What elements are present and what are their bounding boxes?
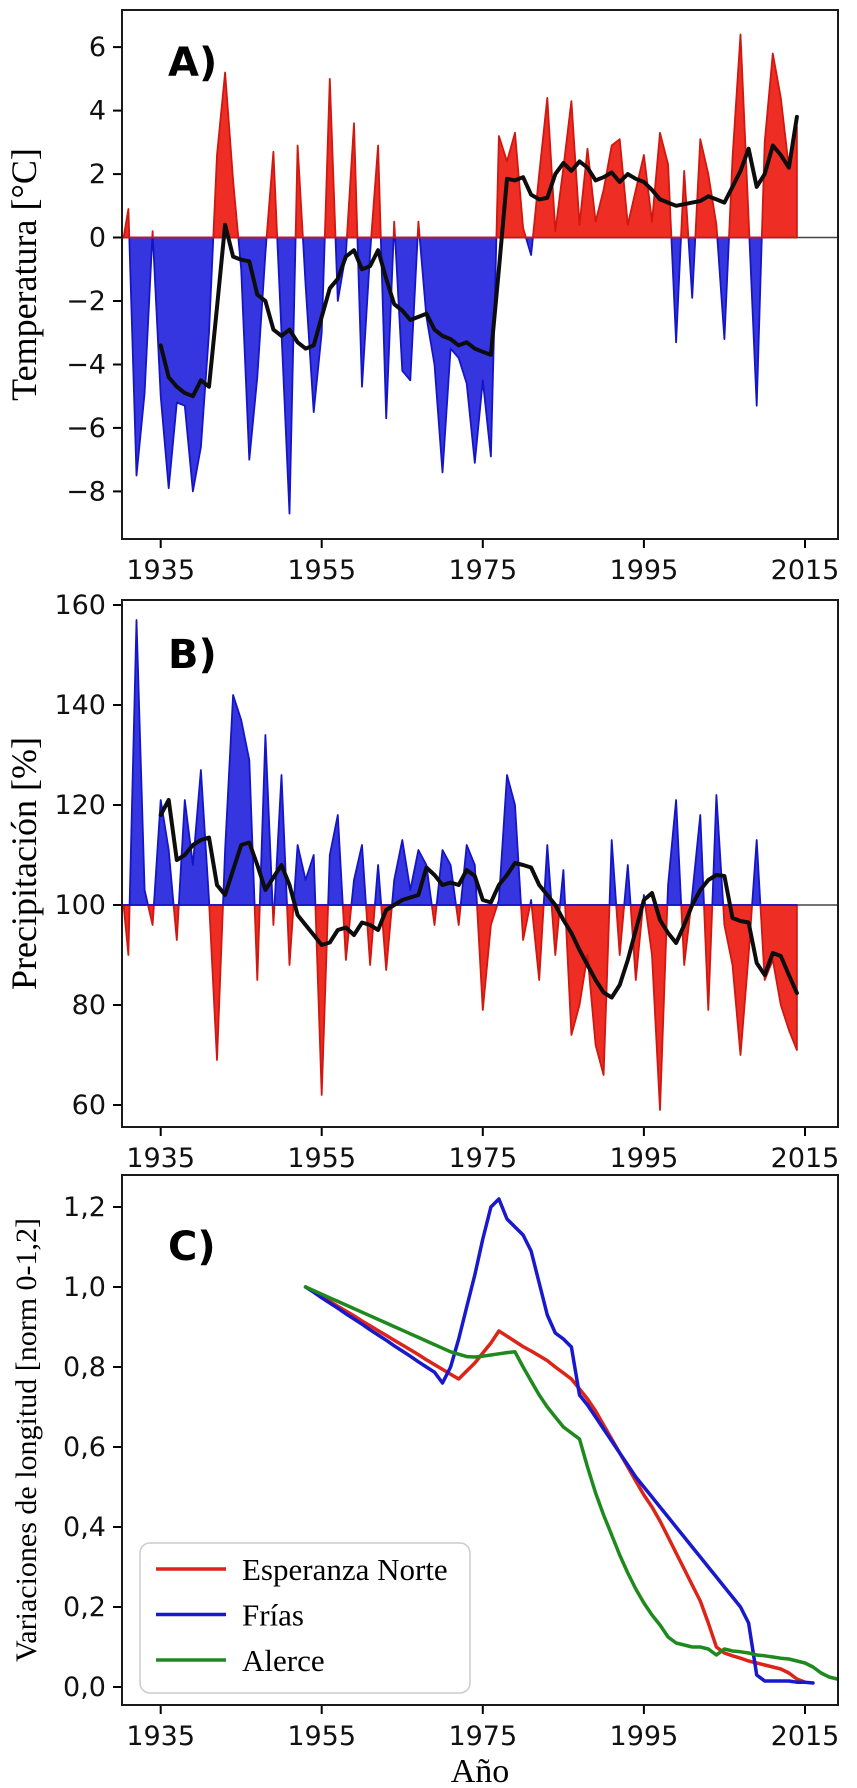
y-tick-label: −6 — [66, 413, 106, 444]
area-above-baseline — [122, 619, 798, 906]
y-tick-label: 0,4 — [63, 1512, 106, 1543]
x-tick-label: 2015 — [771, 1143, 840, 1174]
y-axis-title: Temperatura [°C] — [4, 148, 44, 401]
x-tick-label: 1995 — [610, 1143, 679, 1174]
x-tick-label: 1975 — [448, 555, 517, 586]
legend-box — [139, 1542, 471, 1694]
legend-label-2: Alerce — [242, 1643, 325, 1678]
glacier-series-line-1 — [303, 1197, 815, 1685]
area-above-baseline — [122, 33, 798, 239]
panel-a: 1935 1955 1975 1995 2015 6 4 2 0 −2 −4 −6 −8 A) Temper… — [4, 9, 840, 586]
panel-b: 1935 1955 1975 1995 2015 160 140 120 100 80 60 B) Pr… — [4, 590, 839, 1174]
y-tick-label: 140 — [54, 690, 106, 721]
y-tick-label: 60 — [72, 1090, 106, 1121]
x-tick-label: 1955 — [287, 1721, 356, 1752]
plot-frame — [121, 1174, 839, 1706]
plot-frame — [121, 9, 839, 540]
panel-letter-a: A) — [168, 40, 217, 86]
smoothed-mean-line — [158, 114, 799, 399]
y-tick-label: 100 — [54, 890, 106, 921]
panel-c: Esperanza Norte Frías Alerce 1935 1955 1975 19… — [10, 1174, 840, 1788]
y-tick-label: 1,0 — [63, 1272, 106, 1303]
y-tick-label: 120 — [54, 790, 106, 821]
x-tick-label: 1935 — [126, 1721, 195, 1752]
y-axis-title: Variaciones de longitud [norm 0-1,2] — [10, 1218, 43, 1662]
y-tick-label: 0,2 — [63, 1592, 106, 1623]
y-tick-label: −2 — [66, 286, 106, 317]
x-tick-label: 1975 — [448, 1721, 517, 1752]
x-tick-label: 1995 — [610, 1721, 679, 1752]
plot-frame — [121, 599, 839, 1128]
legend-label-0: Esperanza Norte — [242, 1552, 448, 1587]
x-tick-label: 1935 — [126, 555, 195, 586]
y-tick-label: 0,6 — [63, 1432, 106, 1463]
legend-label-1: Frías — [242, 1598, 304, 1633]
y-tick-label: 2 — [89, 159, 106, 190]
y-tick-label: 0,0 — [63, 1672, 106, 1703]
x-axis-title: Año — [451, 1753, 510, 1788]
x-tick-label: 1975 — [448, 1143, 517, 1174]
y-tick-label: 4 — [89, 96, 106, 127]
y-tick-label: 160 — [54, 590, 106, 621]
x-tick-label: 2015 — [771, 555, 840, 586]
x-tick-label: 1955 — [287, 555, 356, 586]
y-tick-label: 80 — [72, 990, 106, 1021]
panel-letter-b: B) — [168, 632, 217, 678]
area-below-baseline — [122, 236, 798, 515]
panel-letter-c: C) — [168, 1224, 216, 1270]
y-tick-label: 6 — [89, 32, 106, 63]
y-tick-label: −8 — [66, 476, 106, 507]
x-tick-label: 1995 — [610, 555, 679, 586]
glacier-series-line-2 — [303, 1285, 839, 1681]
y-tick-label: 0,8 — [63, 1352, 106, 1383]
x-tick-label: 2015 — [771, 1721, 840, 1752]
y-tick-label: 1,2 — [63, 1192, 106, 1223]
y-axis-title: Precipitación [%] — [4, 737, 44, 990]
y-tick-label: −4 — [66, 350, 106, 381]
x-tick-label: 1955 — [287, 1143, 356, 1174]
y-tick-label: 0 — [89, 223, 106, 254]
smoothed-mean-line — [158, 798, 799, 1000]
x-tick-label: 1935 — [126, 1143, 195, 1174]
